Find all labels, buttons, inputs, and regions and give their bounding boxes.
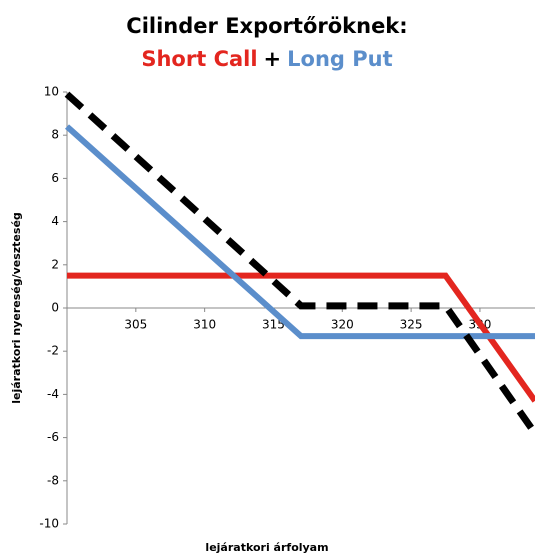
x-tick-label: 315 (262, 318, 285, 332)
x-tick-label: 325 (400, 318, 423, 332)
x-axis-label: lejáratkori árfolyam (205, 541, 328, 554)
y-tick-label: 6 (51, 171, 59, 185)
x-tick-label: 320 (331, 318, 354, 332)
y-tick-label: 8 (51, 128, 59, 142)
y-tick-label: -2 (47, 344, 59, 358)
x-tick-label: 310 (193, 318, 216, 332)
y-tick-label: -10 (39, 517, 59, 531)
y-tick-label: -6 (47, 430, 59, 444)
y-tick-label: 0 (51, 301, 59, 315)
y-axis-label: lejáratkori nyereség/veszteség (10, 212, 23, 404)
y-tick-label: -4 (47, 387, 59, 401)
y-tick-label: 4 (51, 214, 59, 228)
legend-separator: + (264, 47, 282, 71)
chart-title: Cilinder Exportőröknek: (126, 14, 407, 38)
legend: Short Call + Long Put (141, 47, 392, 71)
series-line (64, 124, 535, 340)
legend-entry: Long Put (287, 47, 392, 71)
x-tick-label: 305 (124, 318, 147, 332)
y-tick-label: 10 (44, 85, 59, 99)
y-tick-label: -8 (47, 473, 59, 487)
series-line (64, 91, 535, 436)
y-tick-label: 2 (51, 257, 59, 271)
series-line (67, 272, 535, 403)
legend-entry: Short Call (141, 47, 257, 71)
